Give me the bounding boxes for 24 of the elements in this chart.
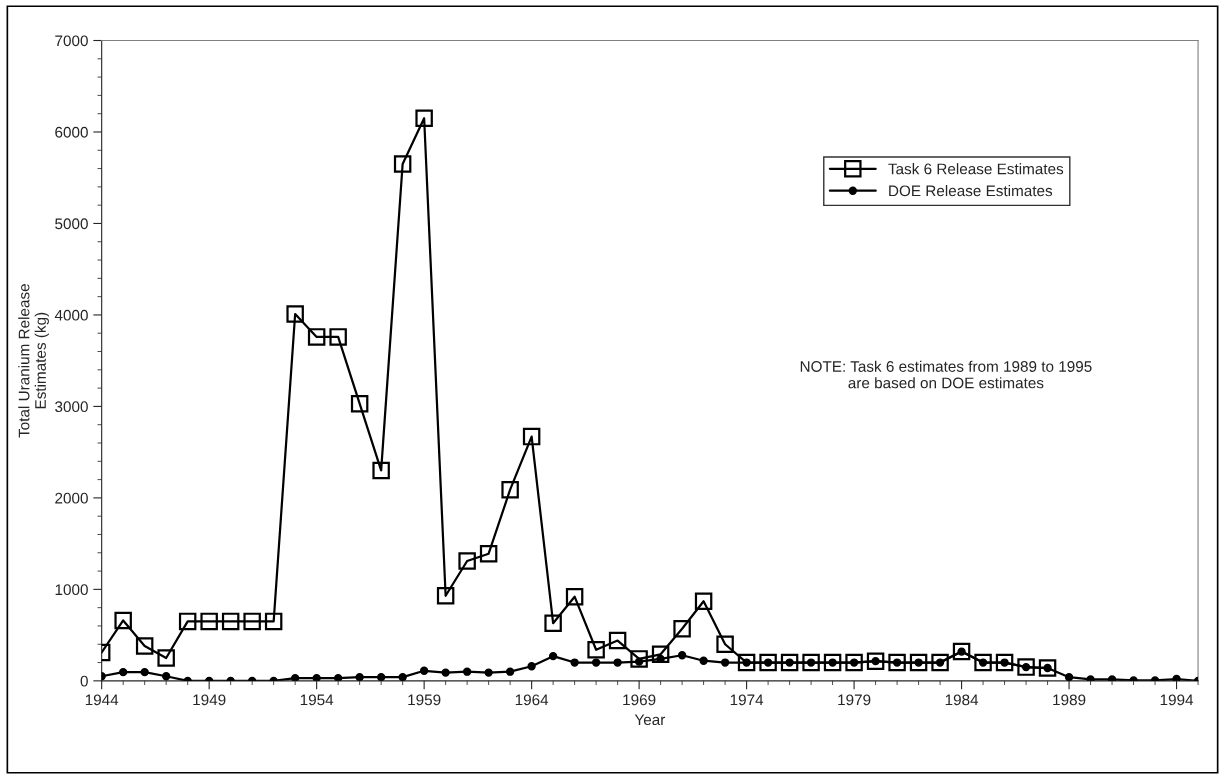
x-tick-label: 1949: [193, 694, 226, 706]
x-tick-label: 1989: [1053, 694, 1086, 706]
y-tick-label: 6000: [55, 126, 88, 138]
x-tick-label: 1954: [300, 694, 334, 706]
x-axis-title: Year: [634, 714, 666, 726]
x-tick-label: 1969: [623, 694, 656, 706]
x-tick-label: 1979: [838, 694, 871, 706]
y-tick-label: 0: [80, 675, 88, 687]
y-tick-label: 7000: [55, 35, 88, 47]
annotation: NOTE: Task 6 estimates from 1989 to 1995 are based on DOE estimates: [800, 360, 1092, 389]
y-tick-label: 4000: [54, 309, 88, 321]
x-tick-label: 1994: [1160, 694, 1194, 706]
x-tick-label: 1964: [515, 694, 549, 706]
legend-label: DOE Release Estimates: [889, 185, 1053, 197]
y-axis-title: Total Uranium Release Estimates (kg): [18, 284, 49, 438]
y-tick-label: 2000: [55, 492, 88, 504]
x-tick-label: 1984: [945, 694, 979, 706]
y-tick-label: 3000: [55, 401, 88, 413]
y-tick-label: 1000: [55, 584, 88, 596]
x-tick-label: 1959: [408, 694, 441, 706]
legend-label: Task 6 Release Estimates: [888, 163, 1064, 175]
x-tick-label: 1944: [85, 694, 119, 706]
y-tick-label: 5000: [55, 218, 88, 230]
x-tick-label: 1974: [730, 694, 764, 706]
